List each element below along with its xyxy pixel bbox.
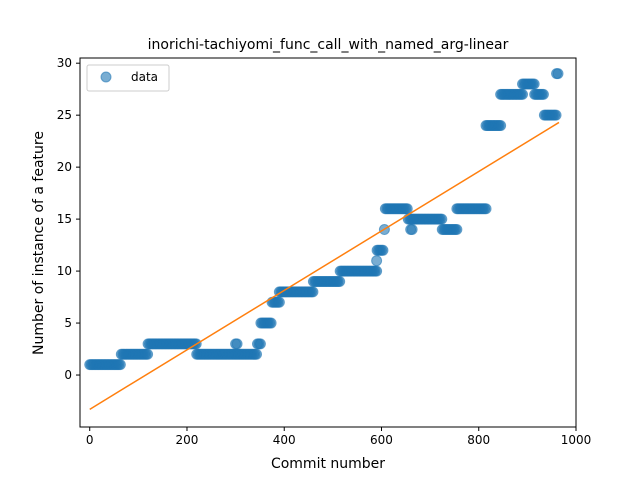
data-point-group bbox=[251, 338, 266, 350]
legend-label-data: data bbox=[131, 70, 158, 84]
data-point bbox=[495, 120, 507, 132]
data-point bbox=[436, 213, 448, 225]
data-point-group bbox=[255, 317, 277, 329]
data-point-group bbox=[402, 213, 448, 225]
y-axis-label: Number of instance of a feature bbox=[31, 131, 47, 355]
data-point-group bbox=[230, 338, 243, 350]
data-point bbox=[254, 338, 266, 350]
data-point-group bbox=[371, 244, 389, 256]
data-point-group bbox=[379, 203, 413, 215]
x-tick-label: 400 bbox=[273, 433, 296, 447]
data-point bbox=[537, 88, 549, 100]
data-point bbox=[251, 348, 263, 360]
plot-frame bbox=[79, 57, 577, 428]
data-point bbox=[371, 265, 383, 277]
data-point-group bbox=[405, 224, 418, 236]
data-point bbox=[265, 317, 277, 329]
data-point bbox=[231, 338, 243, 350]
data-point bbox=[550, 109, 562, 121]
y-tick-label: 20 bbox=[57, 160, 72, 174]
legend: data bbox=[86, 64, 170, 92]
data-point-group bbox=[551, 68, 564, 80]
data-point-group bbox=[115, 348, 154, 360]
data-point bbox=[142, 348, 154, 360]
data-point bbox=[406, 224, 418, 236]
y-tick-label: 15 bbox=[57, 212, 72, 226]
data-point-group bbox=[84, 359, 126, 371]
chart-title: inorichi-tachiyomi_func_call_with_named_… bbox=[148, 37, 509, 53]
x-tick-label: 800 bbox=[467, 433, 490, 447]
data-point bbox=[528, 78, 540, 90]
y-tick-label: 30 bbox=[57, 56, 72, 70]
x-axis-label: Commit number bbox=[271, 456, 385, 472]
data-point-group bbox=[307, 275, 346, 287]
data-point-group bbox=[371, 255, 383, 267]
data-point-group bbox=[538, 109, 562, 121]
data-point-group bbox=[142, 338, 202, 350]
data-point-group bbox=[451, 203, 492, 215]
data-point bbox=[114, 359, 126, 371]
axes: 0 200 400 600 800 1000 0 5 10 15 20 25 30 bbox=[57, 56, 592, 447]
y-tick-label: 10 bbox=[57, 264, 72, 278]
data-point bbox=[334, 275, 346, 287]
data-point-group bbox=[334, 265, 383, 277]
data-point bbox=[371, 255, 383, 267]
data-point bbox=[552, 68, 564, 80]
fit-line bbox=[89, 121, 560, 410]
y-tick-label: 25 bbox=[57, 108, 72, 122]
data-point bbox=[480, 203, 492, 215]
data-point bbox=[377, 244, 389, 256]
data-point bbox=[307, 286, 319, 298]
data-point-group bbox=[480, 120, 507, 132]
x-tick-label: 200 bbox=[176, 433, 199, 447]
legend-frame bbox=[86, 64, 170, 92]
data-point-group bbox=[273, 286, 319, 298]
y-tick-label: 0 bbox=[64, 368, 72, 382]
data-point-group bbox=[529, 88, 549, 100]
data-point bbox=[451, 224, 463, 236]
data-point-group bbox=[517, 78, 540, 90]
x-tick-label: 0 bbox=[86, 433, 94, 447]
data-point bbox=[273, 296, 285, 308]
data-point bbox=[517, 88, 529, 100]
data-point-group bbox=[436, 224, 463, 236]
data-point-group bbox=[495, 88, 529, 100]
data-point-group bbox=[191, 348, 263, 360]
y-tick-label: 5 bbox=[64, 316, 72, 330]
legend-marker-data bbox=[100, 71, 112, 83]
plot-area bbox=[84, 68, 564, 410]
x-tick-label: 1000 bbox=[561, 433, 592, 447]
x-tick-label: 600 bbox=[370, 433, 393, 447]
